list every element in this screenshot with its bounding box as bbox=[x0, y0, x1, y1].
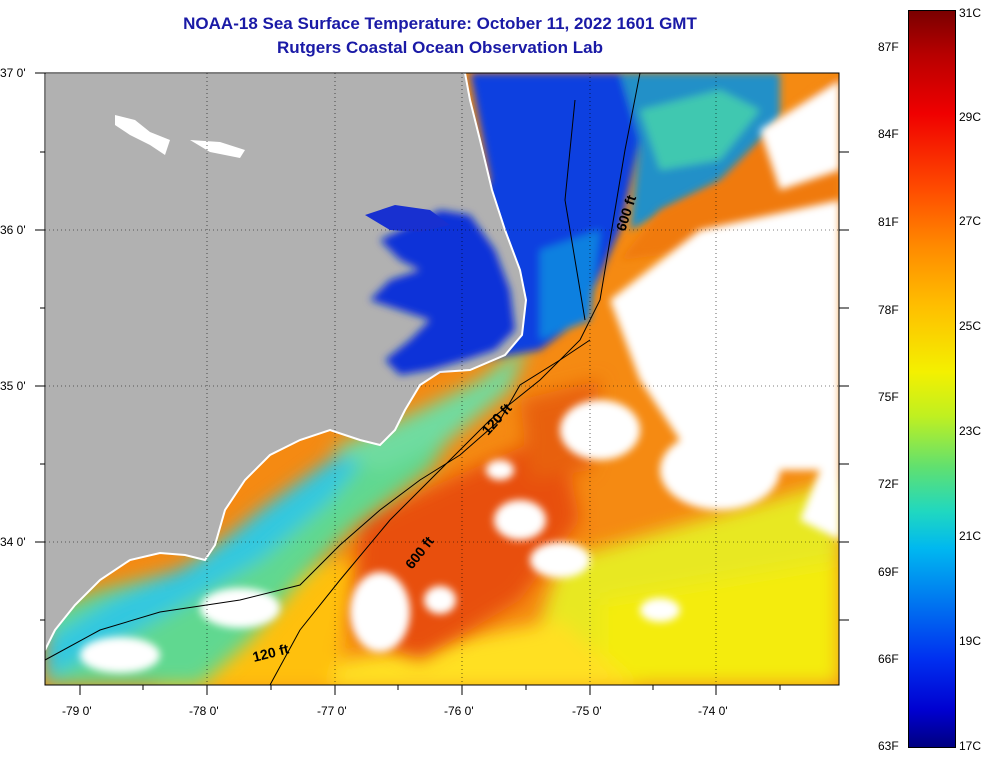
pamlico-sound bbox=[370, 210, 515, 375]
scale-label-25c: 25C bbox=[959, 319, 982, 333]
scale-label-19c: 19C bbox=[959, 634, 982, 648]
scale-label-27c: 27C bbox=[959, 214, 982, 228]
scale-label-31c: 31C bbox=[959, 6, 982, 20]
lat-label-37: 37 0' bbox=[0, 66, 26, 80]
scale-label-23c: 23C bbox=[959, 424, 982, 438]
cold-water-region bbox=[440, 73, 780, 360]
contour-120ft bbox=[45, 339, 591, 661]
scale-label-75f: 75F bbox=[878, 390, 899, 404]
scale-label-87f: 87F bbox=[878, 40, 899, 54]
scale-label-66f: 66F bbox=[878, 652, 899, 666]
map-frame bbox=[44, 72, 840, 686]
cloud-mask bbox=[80, 80, 839, 673]
lon-label-74: -74 0' bbox=[698, 704, 728, 718]
scale-label-17c: 17C bbox=[959, 739, 982, 753]
lon-label-79: -79 0' bbox=[62, 704, 92, 718]
lat-label-34: 34 0' bbox=[0, 535, 26, 549]
graticule bbox=[45, 73, 839, 685]
warm-water-region bbox=[153, 480, 839, 685]
scale-label-72f: 72F bbox=[878, 477, 899, 491]
lat-label-36: 36 0' bbox=[0, 223, 26, 237]
lat-label-35: 35 0' bbox=[0, 379, 26, 393]
scale-label-69f: 69F bbox=[878, 565, 899, 579]
scale-label-21c: 21C bbox=[959, 529, 982, 543]
scale-label-81f: 81F bbox=[878, 215, 899, 229]
chart-title: NOAA-18 Sea Surface Temperature: October… bbox=[183, 14, 697, 33]
lon-label-76: -76 0' bbox=[444, 704, 474, 718]
chart-subtitle: Rutgers Coastal Ocean Observation Lab bbox=[277, 38, 603, 57]
lake-2 bbox=[190, 140, 245, 158]
sst-map[interactable]: 600 ft 120 ft 600 ft 120 ft bbox=[0, 0, 880, 761]
lon-label-78: -78 0' bbox=[189, 704, 219, 718]
bathymetry-contours bbox=[45, 73, 641, 685]
lake-1 bbox=[115, 115, 170, 155]
scale-label-84f: 84F bbox=[878, 127, 899, 141]
albemarle-sound bbox=[365, 205, 450, 232]
temperature-color-scale bbox=[908, 10, 956, 748]
lon-label-75: -75 0' bbox=[572, 704, 602, 718]
contour-600ft bbox=[269, 73, 641, 685]
axis-ticks bbox=[35, 72, 849, 695]
lon-label-77: -77 0' bbox=[317, 704, 347, 718]
scale-label-78f: 78F bbox=[878, 303, 899, 317]
scale-label-29c: 29C bbox=[959, 110, 982, 124]
scale-label-63f: 63F bbox=[878, 739, 899, 753]
